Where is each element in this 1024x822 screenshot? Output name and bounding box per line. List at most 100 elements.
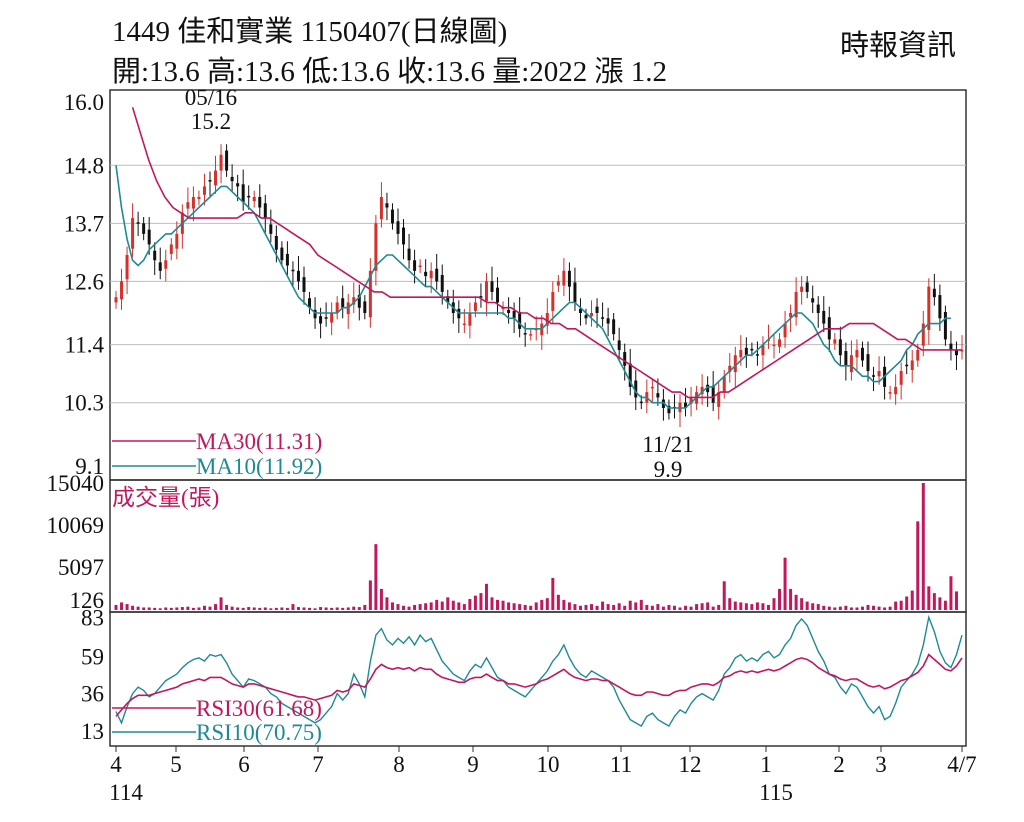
volume-bar: [905, 596, 909, 610]
high-value-label: 15.2: [191, 109, 231, 134]
volume-bar: [916, 521, 920, 610]
price-tick-label: 16.0: [64, 90, 104, 115]
ma30-line: [131, 107, 962, 399]
volume-bar: [540, 599, 544, 610]
candle-body: [280, 247, 284, 261]
volume-bar: [733, 601, 737, 610]
volume-bar: [534, 602, 538, 610]
candle-body: [916, 349, 920, 361]
volume-bar: [606, 604, 610, 610]
volume-bar: [341, 607, 345, 610]
volume-bar: [379, 588, 383, 610]
volume-bar: [578, 605, 582, 610]
high-annotation: 05/16 15.2: [185, 85, 237, 134]
candle-body: [556, 281, 560, 286]
volume-bar: [490, 597, 494, 610]
rsi-lines: [115, 614, 963, 728]
candle-body: [319, 316, 323, 324]
candle-body: [650, 386, 654, 389]
volume-bar: [501, 600, 505, 610]
candle-body: [772, 344, 776, 347]
month-label: 4/7: [947, 752, 976, 777]
candle-body: [136, 222, 140, 224]
month-label: 8: [393, 752, 405, 777]
volume-bar: [368, 580, 372, 610]
ma30-legend-label: MA30(11.31): [196, 429, 322, 454]
month-label: 6: [238, 752, 250, 777]
candle-body: [872, 375, 876, 377]
candle-body: [131, 218, 135, 249]
candle-body: [894, 386, 898, 395]
volume-bar: [700, 603, 704, 610]
volume-bar: [363, 604, 367, 610]
volume-bar: [573, 604, 577, 610]
volume-bar: [468, 599, 472, 610]
candle-body: [711, 385, 715, 403]
candle-body: [247, 195, 251, 198]
volume-bar: [628, 600, 632, 610]
candle-body: [783, 323, 787, 338]
candle-body: [225, 150, 229, 171]
volume-bar: [269, 608, 273, 610]
candle-body: [529, 334, 533, 336]
volume-bar: [844, 605, 848, 610]
candle-body: [352, 297, 356, 305]
candle-body: [617, 340, 621, 350]
volume-bar: [202, 605, 206, 610]
volume-bar: [512, 603, 516, 610]
candle-body: [429, 270, 433, 279]
candle-body: [341, 298, 345, 308]
volume-bar: [396, 604, 400, 610]
candle-body: [921, 323, 925, 346]
volume-bar: [402, 605, 406, 610]
candle-body: [567, 270, 571, 287]
volume-bar: [567, 602, 571, 610]
volume-bar: [418, 604, 422, 610]
volume-bar: [744, 603, 748, 610]
candle-body: [728, 365, 732, 373]
volume-bar: [479, 593, 483, 610]
volume-bar: [684, 605, 688, 610]
volume-bar: [457, 602, 461, 610]
ohlc-summary: 開:13.6 高:13.6 低:13.6 收:13.6 量:2022 漲 1.2: [112, 56, 668, 88]
volume-bar: [789, 588, 793, 610]
volume-bar: [158, 608, 162, 610]
month-label: 5: [170, 752, 182, 777]
volume-bar: [258, 607, 262, 610]
candle-body: [684, 402, 688, 408]
candle-body: [330, 313, 334, 323]
candle-body: [590, 313, 594, 317]
candle-body: [639, 401, 643, 404]
candle-body: [595, 306, 599, 314]
candle-body: [761, 344, 765, 356]
volume-bar: [932, 593, 936, 610]
volume-bar: [827, 606, 831, 610]
volume-bar: [755, 602, 759, 610]
volume-bar: [523, 604, 527, 610]
high-date-label: 05/16: [185, 85, 237, 110]
low-annotation: 11/21 9.9: [642, 432, 694, 482]
candle-body: [689, 397, 693, 404]
candle-body: [943, 311, 947, 340]
candle-body: [252, 196, 256, 202]
price-tick-label: 12.6: [64, 269, 104, 294]
volume-panel-frame: [109, 479, 967, 613]
candle-body: [396, 221, 400, 234]
candle-body: [562, 270, 566, 286]
candle-body: [551, 291, 555, 311]
rsi10-legend-label: RSI10(70.75): [196, 720, 322, 745]
volume-bar: [462, 604, 466, 610]
candle-body: [125, 254, 129, 280]
candle-body: [899, 371, 903, 385]
month-label: 3: [875, 752, 887, 777]
candle-body: [186, 202, 190, 209]
candle-body: [811, 298, 815, 303]
candle-body: [368, 270, 372, 318]
candle-body: [949, 343, 953, 350]
volume-bar: [639, 599, 643, 610]
candle-body: [208, 180, 212, 182]
volume-bar: [860, 606, 864, 610]
volume-bar: [650, 605, 654, 610]
volume-bar: [722, 581, 726, 610]
candle-body: [462, 323, 466, 326]
